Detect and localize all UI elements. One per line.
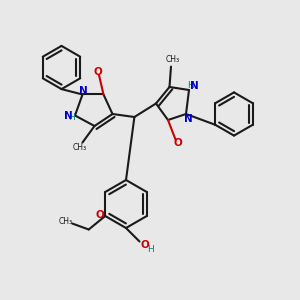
Text: CH₃: CH₃ xyxy=(72,143,87,152)
Text: O: O xyxy=(140,240,149,250)
Text: CH₃: CH₃ xyxy=(58,218,73,226)
Text: H: H xyxy=(187,81,194,90)
Text: H: H xyxy=(68,112,75,122)
Text: N: N xyxy=(184,113,193,124)
Text: N: N xyxy=(79,86,88,97)
Text: O: O xyxy=(94,67,103,77)
Text: CH₃: CH₃ xyxy=(165,56,180,64)
Text: N: N xyxy=(190,81,199,91)
Text: O: O xyxy=(95,209,104,220)
Text: O: O xyxy=(173,137,182,148)
Text: N: N xyxy=(64,111,73,121)
Text: H: H xyxy=(148,244,154,253)
